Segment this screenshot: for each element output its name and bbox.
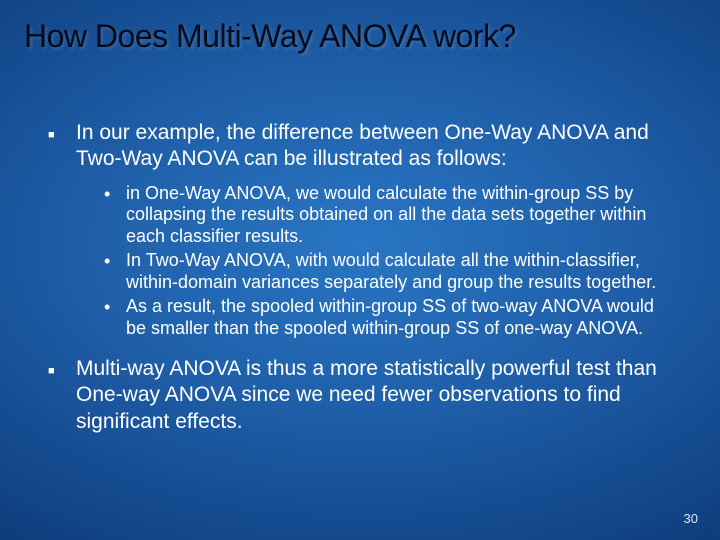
page-number: 30 (684, 511, 698, 526)
bullet-level1: ■ Multi-way ANOVA is thus a more statist… (48, 356, 676, 435)
bullet-level2: • As a result, the spooled within-group … (104, 296, 676, 340)
bullet-text: Multi-way ANOVA is thus a more statistic… (76, 356, 676, 435)
bullet-level2: • in One-Way ANOVA, we would calculate t… (104, 183, 676, 249)
slide-body: ■ In our example, the difference between… (48, 120, 676, 445)
bullet-level1: ■ In our example, the difference between… (48, 120, 676, 173)
slide-title: How Does Multi-Way ANOVA work? (24, 18, 696, 55)
bullet-level2: • In Two-Way ANOVA, with would calculate… (104, 250, 676, 294)
sub-bullet-group: • in One-Way ANOVA, we would calculate t… (104, 183, 676, 341)
square-bullet-icon: ■ (48, 120, 76, 173)
dot-bullet-icon: • (104, 183, 126, 249)
sub-bullet-text: in One-Way ANOVA, we would calculate the… (126, 183, 676, 249)
bullet-text: In our example, the difference between O… (76, 120, 676, 173)
dot-bullet-icon: • (104, 296, 126, 340)
slide: How Does Multi-Way ANOVA work? ■ In our … (0, 0, 720, 540)
sub-bullet-text: In Two-Way ANOVA, with would calculate a… (126, 250, 676, 294)
square-bullet-icon: ■ (48, 356, 76, 435)
sub-bullet-text: As a result, the spooled within-group SS… (126, 296, 676, 340)
dot-bullet-icon: • (104, 250, 126, 294)
